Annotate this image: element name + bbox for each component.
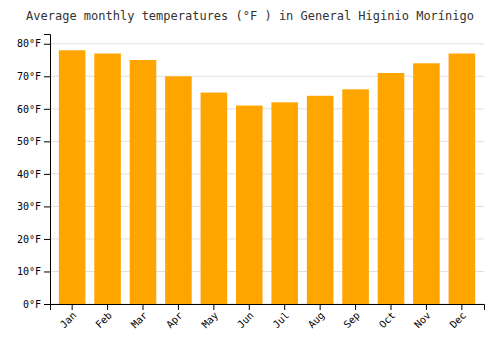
grid [50,44,484,304]
x-tick-mark [178,304,179,310]
y-tick: 30°F [17,201,50,212]
x-tick: Sep [341,304,362,330]
y-tick-mark [44,304,50,305]
y-tick-label: 0°F [23,299,41,310]
y-tick-label: 20°F [17,234,41,245]
x-tick-label: Nov [412,310,433,331]
chart-container: Jan Feb Mar Apr May Jun Jul Aug Sep Oct Nov Dec 0°F 1… [0,0,500,350]
y-tick-label: 60°F [17,104,41,115]
x-tick: Feb [93,304,114,330]
grid-line [50,43,484,44]
y-tick-mark [44,44,50,45]
x-tick: May [200,304,221,330]
bar [165,76,192,304]
x-tick-mark [284,304,285,310]
y-tick: 20°F [17,234,50,245]
x-tick-label: May [200,310,221,331]
y-tick-mark [44,239,50,240]
x-tick: Apr [164,304,185,330]
y-tick-label: 50°F [17,136,41,147]
x-tick: Oct [377,304,398,330]
x-tick-mark [320,304,321,310]
bar [59,50,86,304]
x-tick-mark [213,304,214,310]
x-axis: Jan Feb Mar Apr May Jun Jul Aug Sep Oct Nov Dec [51,304,485,330]
x-tick-label: Jun [235,310,256,331]
x-tick-label: Oct [377,310,398,331]
y-tick: 80°F [17,38,50,49]
y-tick-label: 80°F [17,38,41,49]
x-tick-mark [72,304,73,310]
x-tick-mark [107,304,108,310]
y-axis-line [44,35,51,305]
y-tick-mark [44,174,50,175]
bar [378,73,405,304]
y-tick: 0°F [23,299,50,310]
x-tick: Nov [412,304,433,330]
bar [449,54,476,304]
x-tick-label: Jan [58,310,79,331]
y-tick: 50°F [17,136,50,147]
x-tick: Jun [235,304,256,330]
x-tick-label: Apr [164,310,185,331]
y-tick: 70°F [17,71,50,82]
bar [94,54,121,304]
x-tick-label: Mar [129,310,150,331]
y-tick-label: 40°F [17,169,41,180]
x-tick-mark [426,304,427,310]
x-tick-label: Dec [448,310,469,331]
y-tick-label: 30°F [17,201,41,212]
y-tick: 10°F [17,266,50,277]
bar [130,60,157,304]
y-tick-mark [44,76,50,77]
x-tick-label: Sep [341,310,362,331]
chart-svg: Jan Feb Mar Apr May Jun Jul Aug Sep Oct Nov Dec 0°F 1… [0,0,500,350]
x-tick: Aug [306,304,327,330]
x-tick: Jan [58,304,79,330]
bars [59,50,475,304]
title: Average monthly temperatures (°F ) in Ge… [26,9,474,23]
bar [201,93,228,304]
x-tick: Mar [129,304,150,330]
y-tick-mark [44,271,50,272]
plot-area: Jan Feb Mar Apr May Jun Jul Aug Sep Oct Nov Dec 0°F 1… [17,35,485,331]
x-tick-mark [143,304,144,310]
y-tick-mark [44,141,50,142]
bar [236,106,263,304]
y-tick: 60°F [17,104,50,115]
bar [271,102,298,304]
x-tick-mark [249,304,250,310]
y-axis: 0°F 10°F 20°F 30°F 40°F 50°F 60°F 70°F 80°F [17,35,51,310]
bar [342,89,369,304]
x-tick-label: Aug [306,310,327,331]
x-axis-line [51,305,485,311]
x-tick-mark [461,304,462,310]
bar [307,96,334,304]
x-tick-label: Jul [271,310,292,331]
x-tick-mark [391,304,392,310]
y-tick-label: 70°F [17,71,41,82]
x-tick: Jul [271,304,292,330]
y-tick: 40°F [17,169,50,180]
x-tick-mark [355,304,356,310]
x-tick-label: Feb [93,310,114,331]
y-tick-mark [44,206,50,207]
y-tick-mark [44,109,50,110]
y-tick-label: 10°F [17,266,41,277]
bar [413,63,440,304]
x-tick: Dec [448,304,469,330]
